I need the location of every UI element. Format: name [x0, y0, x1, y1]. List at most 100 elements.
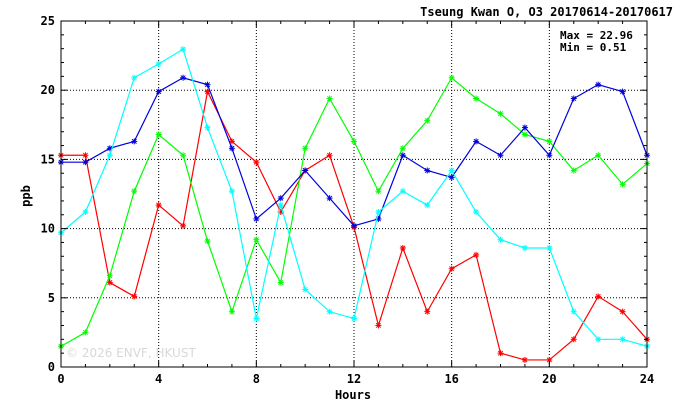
data-point: [228, 188, 235, 195]
data-point: [448, 265, 455, 272]
data-point: [180, 152, 187, 159]
data-point: [131, 293, 138, 300]
grid: [61, 21, 647, 367]
ticks: 0 4 8 12 16 20 24 0 5 10 15 20 25: [41, 14, 655, 386]
watermark: © 2026 ENVF, HKUST: [66, 346, 196, 360]
data-point: [448, 174, 455, 181]
data-point: [106, 272, 113, 279]
data-point: [595, 336, 602, 343]
data-point: [619, 181, 626, 188]
data-point: [82, 159, 89, 166]
data-point: [326, 152, 333, 159]
data-point: [424, 202, 431, 209]
data-point: [131, 188, 138, 195]
data-point: [253, 215, 260, 222]
data-point: [399, 145, 406, 152]
data-point: [399, 244, 406, 251]
data-point: [619, 308, 626, 315]
data-point: [546, 152, 553, 159]
y-axis-label: ppb: [19, 185, 33, 207]
data-point: [180, 222, 187, 229]
x-tick-label: 16: [444, 372, 458, 386]
data-point: [546, 356, 553, 363]
data-point: [595, 152, 602, 159]
data-point: [473, 138, 480, 145]
data-point: [448, 167, 455, 174]
data-point: [497, 110, 504, 117]
data-point: [277, 195, 284, 202]
data-point: [302, 167, 309, 174]
data-point: [399, 188, 406, 195]
data-point: [351, 222, 357, 229]
data-point: [82, 329, 89, 336]
data-point: [595, 293, 602, 300]
data-point: [204, 238, 211, 245]
data-point: [424, 308, 431, 315]
series-2: [58, 74, 650, 229]
y-tick-label: 10: [41, 222, 55, 236]
data-point: [595, 81, 602, 88]
data-point: [180, 74, 187, 81]
data-point: [521, 244, 528, 251]
y-tick-label: 20: [41, 83, 55, 97]
data-point: [326, 95, 333, 102]
data-point: [424, 167, 431, 174]
data-point: [497, 350, 504, 357]
y-tick-label: 5: [48, 291, 55, 305]
data-point: [253, 236, 260, 243]
y-tick-label: 25: [41, 14, 55, 28]
data-point: [351, 315, 357, 322]
data-point: [302, 286, 309, 293]
x-tick-label: 8: [253, 372, 260, 386]
y-tick-label: 15: [41, 152, 55, 166]
x-axis-label: Hours: [335, 388, 371, 402]
data-point: [497, 152, 504, 159]
data-point: [106, 152, 113, 159]
data-point: [204, 124, 211, 131]
data-point: [326, 308, 333, 315]
data-point: [277, 202, 284, 209]
stat-min: Min = 0.51: [560, 41, 627, 54]
data-point: [473, 251, 480, 258]
data-point: [228, 145, 235, 152]
data-point: [302, 145, 309, 152]
chart-title: Tseung Kwan O, O3 20170614-20170617: [420, 5, 673, 19]
data-point: [180, 46, 187, 53]
data-point: [399, 152, 406, 159]
x-tick-label: 20: [542, 372, 556, 386]
data-point: [155, 88, 162, 95]
data-point: [131, 74, 138, 81]
data-point: [619, 88, 626, 95]
data-point: [619, 336, 626, 343]
x-tick-label: 24: [640, 372, 654, 386]
data-point: [351, 138, 357, 145]
data-point: [521, 131, 528, 138]
data-point: [155, 131, 162, 138]
data-point: [546, 244, 553, 251]
data-point: [375, 208, 382, 215]
data-point: [106, 279, 113, 286]
data-point: [277, 279, 284, 286]
data-point: [155, 60, 162, 67]
series-line: [60, 76, 648, 347]
data-point: [155, 202, 162, 209]
data-point: [448, 74, 455, 81]
data-point: [253, 315, 260, 322]
x-tick-label: 12: [347, 372, 361, 386]
data-point: [546, 138, 553, 145]
data-point: [228, 308, 235, 315]
data-point: [570, 336, 577, 343]
data-point: [326, 195, 333, 202]
data-point: [473, 208, 480, 215]
data-point: [497, 236, 504, 243]
stat-max: Max = 22.96: [560, 29, 633, 42]
data-point: [131, 138, 138, 145]
series-1: [58, 74, 650, 350]
x-tick-label: 4: [155, 372, 162, 386]
data-point: [521, 356, 528, 363]
data-point: [424, 117, 431, 124]
data-point: [521, 124, 528, 131]
data-point: [375, 322, 382, 329]
data-point: [82, 152, 89, 159]
data-point: [570, 95, 577, 102]
